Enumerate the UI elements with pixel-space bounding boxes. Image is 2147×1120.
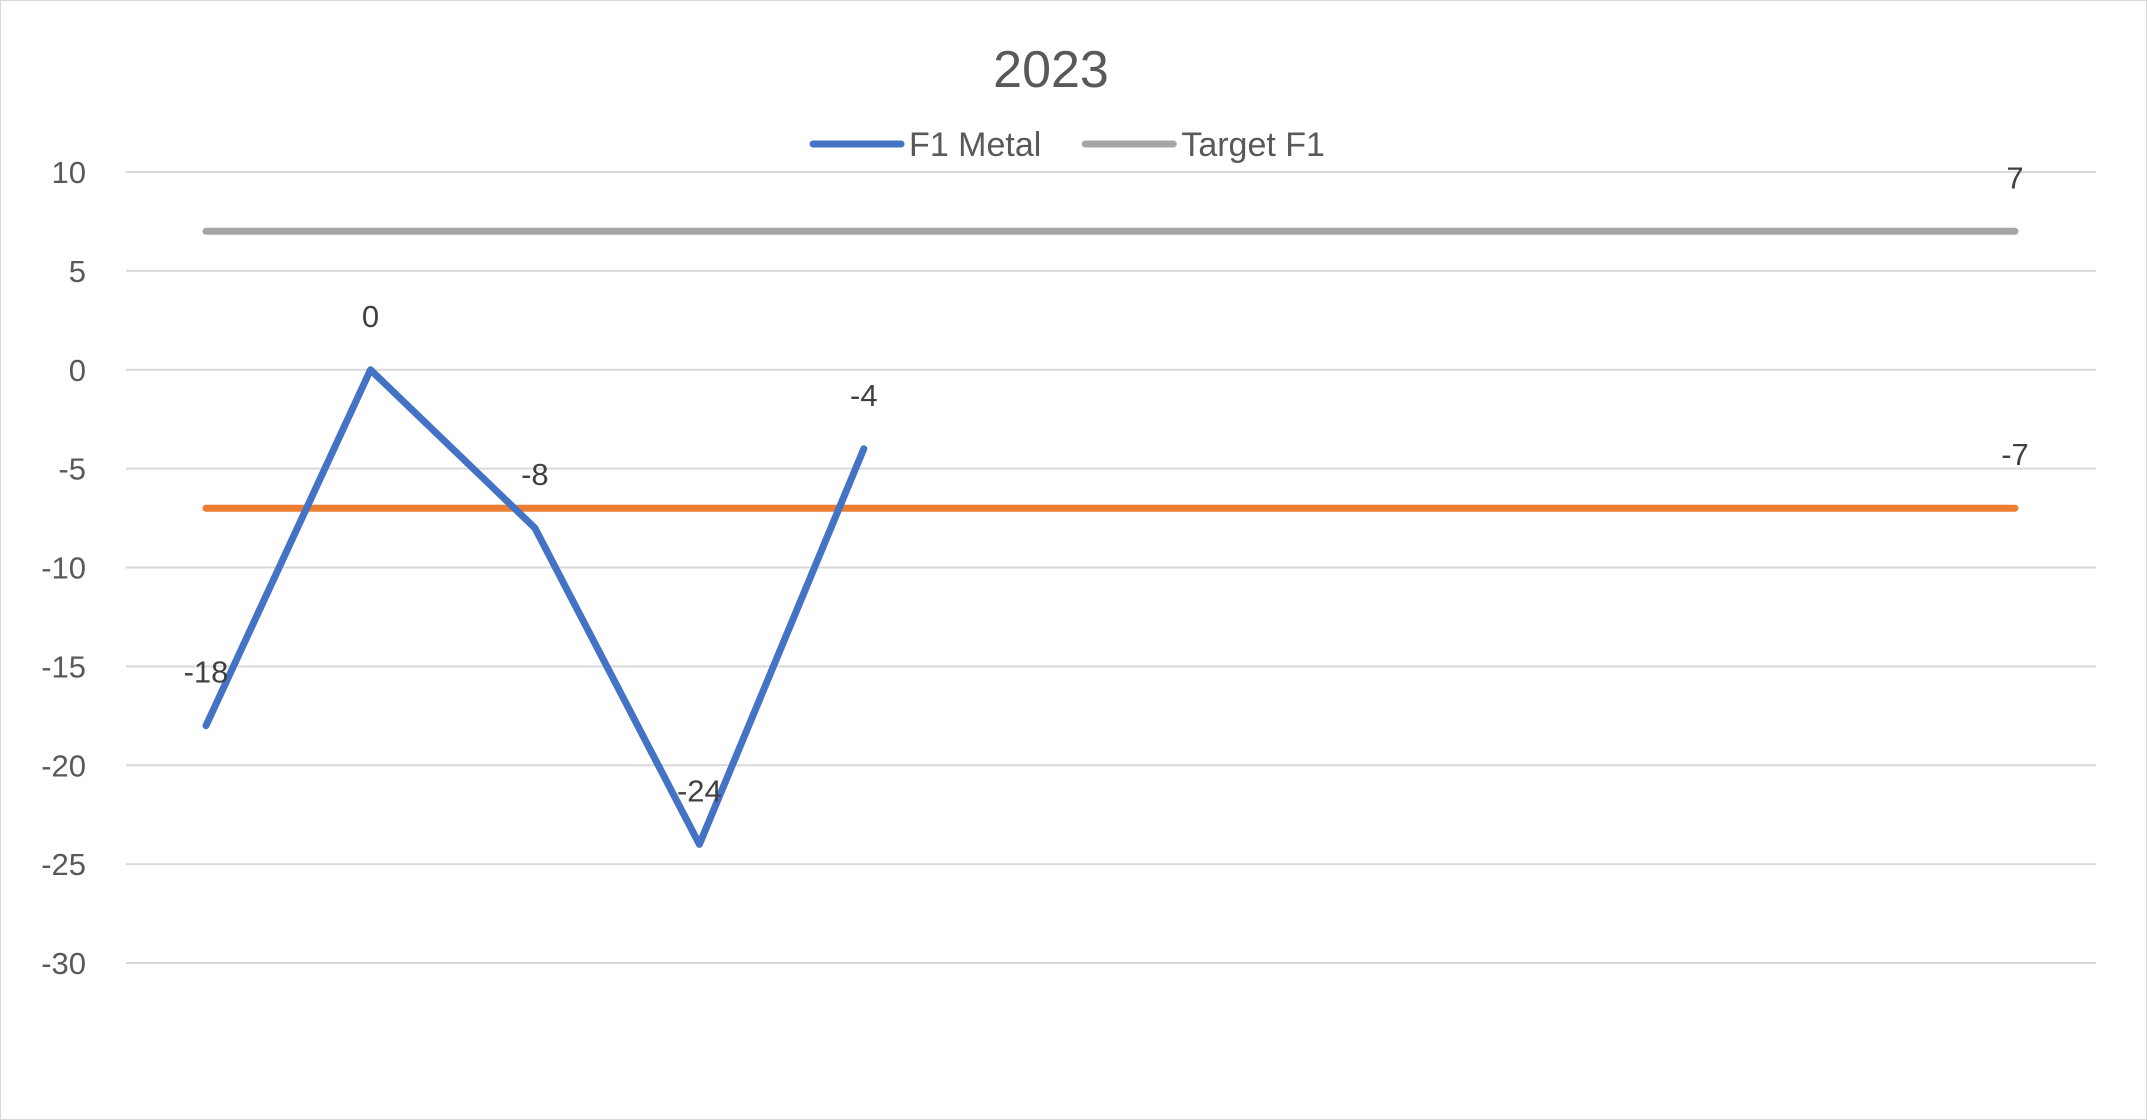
gridlines (126, 171, 2096, 964)
y-tick-label: -30 (41, 946, 86, 981)
data-label: -8 (521, 457, 549, 492)
series-line-0 (202, 366, 868, 848)
data-label: -24 (677, 773, 722, 808)
y-tick-label: -5 (58, 452, 86, 487)
y-tick-label: 0 (69, 353, 86, 388)
y-tick-label: -25 (41, 847, 86, 882)
data-label: 0 (362, 299, 379, 334)
legend-entry: F1 Metal (909, 126, 1041, 164)
y-tick-label: 10 (52, 155, 86, 190)
data-label: -18 (184, 655, 229, 690)
series-lines (202, 227, 2019, 848)
chart-title: 2023 (993, 41, 1109, 99)
y-axis-tick-labels: 10 5 0 -5 -10 -15 -20 -25 -30 (41, 155, 86, 981)
data-labels: -18 0 -8 -24 -4 7 -7 (184, 160, 2029, 808)
y-tick-label: 5 (69, 254, 86, 289)
y-tick-label: -15 (41, 649, 86, 684)
legend: F1 Metal Target F1 (809, 126, 1325, 164)
legend-entry: Target F1 (1181, 126, 1325, 164)
y-tick-label: -20 (41, 748, 86, 783)
data-label: -7 (2001, 437, 2029, 472)
data-label: 7 (2006, 160, 2023, 195)
data-label: -4 (850, 378, 878, 413)
y-tick-label: -10 (41, 551, 86, 586)
